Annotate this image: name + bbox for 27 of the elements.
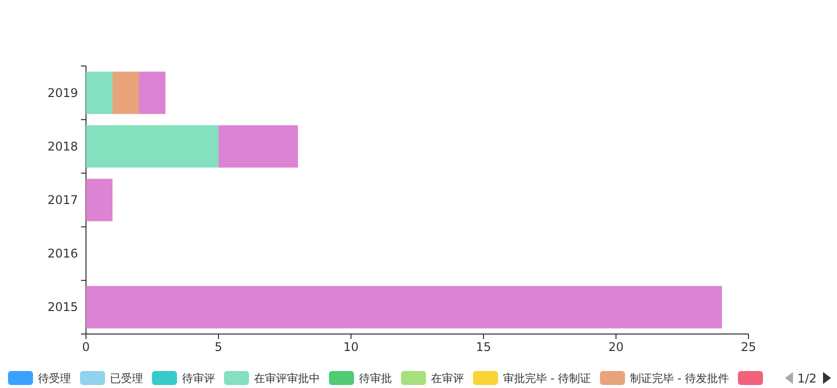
bar bbox=[86, 125, 218, 168]
legend-label: 制证完毕 - 待发批件 bbox=[630, 372, 729, 385]
legend-label: 待审评 bbox=[182, 372, 215, 385]
y-tick-label: 2015 bbox=[47, 300, 78, 314]
bar bbox=[139, 72, 166, 114]
x-tick-label: 5 bbox=[214, 340, 222, 354]
x-tick-label: 0 bbox=[82, 340, 90, 354]
x-tick-label: 15 bbox=[476, 340, 492, 354]
y-tick-label: 2016 bbox=[47, 246, 78, 261]
y-tick-label: 2017 bbox=[47, 193, 78, 207]
bar bbox=[112, 72, 139, 114]
x-tick-label: 20 bbox=[608, 340, 624, 354]
bar bbox=[86, 178, 112, 222]
legend-label: 待审批 bbox=[359, 372, 392, 385]
legend-label: 待受理 bbox=[38, 372, 71, 385]
legend-pager: 1/2 bbox=[785, 372, 831, 386]
legend-label: 在审评审批中 bbox=[254, 372, 320, 385]
y-tick-label: 2018 bbox=[47, 139, 78, 154]
x-tick-label: 25 bbox=[740, 340, 756, 354]
legend-label: 在审评 bbox=[431, 372, 464, 385]
bar bbox=[86, 72, 112, 114]
legend-label: 审批完毕 - 待制证 bbox=[503, 372, 591, 385]
bar bbox=[218, 125, 298, 168]
y-tick-label: 2019 bbox=[47, 86, 78, 100]
legend-label: 已受理 bbox=[110, 372, 143, 385]
bar bbox=[86, 286, 722, 328]
x-tick-label: 10 bbox=[343, 340, 359, 354]
